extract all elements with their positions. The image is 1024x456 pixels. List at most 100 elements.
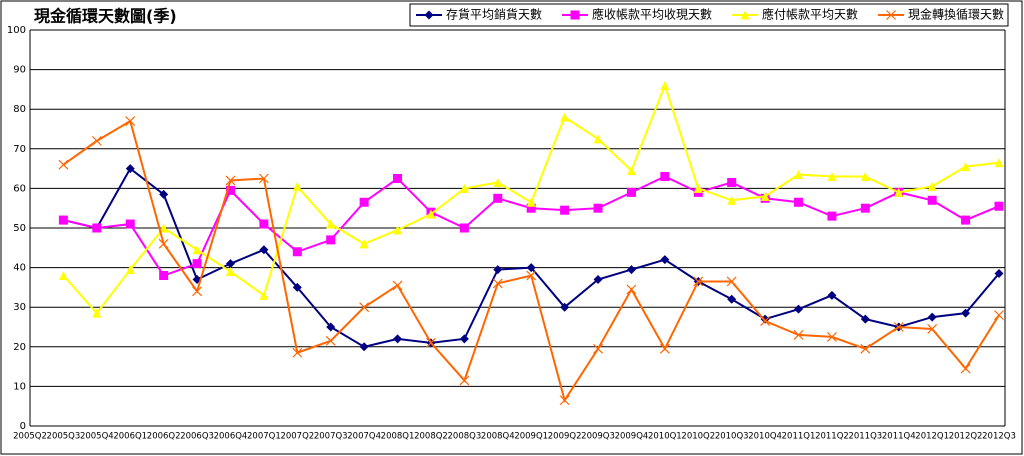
marker [259, 219, 269, 229]
legend-label: 應收帳款平均收現天數 [592, 7, 712, 22]
marker [860, 172, 870, 182]
legend-marker [570, 10, 580, 20]
marker [326, 322, 336, 332]
marker [827, 290, 837, 300]
marker [760, 191, 770, 201]
marker [526, 197, 536, 207]
marker [158, 238, 169, 249]
x-tick-label: 2011Q4 [882, 432, 916, 442]
marker [693, 276, 704, 287]
marker [660, 172, 670, 182]
x-tick-label: 2007Q4 [347, 432, 381, 442]
marker [91, 135, 102, 146]
marker [526, 263, 536, 273]
marker [393, 225, 403, 235]
marker [559, 395, 570, 406]
marker [424, 10, 434, 20]
x-tick-label: 2011Q3 [848, 432, 882, 442]
marker [961, 215, 971, 225]
y-tick-label: 50 [13, 223, 26, 234]
marker [459, 334, 469, 344]
x-tick-label: 2005Q2 [13, 432, 47, 442]
marker [626, 166, 636, 176]
marker [225, 259, 235, 269]
marker [860, 314, 870, 324]
marker [292, 347, 303, 358]
x-tick-label: 2009Q4 [615, 432, 649, 442]
x-tick-label: 2009Q3 [581, 432, 615, 442]
marker [526, 270, 537, 281]
x-tick-label: 2006Q2 [147, 432, 181, 442]
marker [827, 211, 837, 221]
x-tick-label: 2006Q4 [214, 432, 248, 442]
marker [159, 271, 169, 281]
marker [326, 235, 336, 245]
marker [927, 324, 938, 334]
x-tick-label: 2010Q2 [681, 432, 715, 442]
x-tick-label: 2006Q3 [180, 432, 214, 442]
legend-label: 現金轉換循環天數 [908, 7, 1004, 22]
marker [359, 197, 369, 207]
marker [927, 312, 937, 322]
marker [593, 203, 603, 213]
marker [259, 290, 269, 300]
x-tick-label: 2012Q3 [982, 432, 1016, 442]
marker [593, 274, 603, 284]
y-tick-label: 100 [7, 25, 26, 36]
marker [560, 302, 570, 312]
y-tick-label: 80 [13, 104, 26, 115]
marker [860, 203, 870, 213]
marker [225, 175, 236, 186]
x-tick-label: 2006Q1 [113, 432, 147, 442]
marker [727, 294, 737, 304]
marker [560, 112, 570, 122]
marker [159, 189, 169, 199]
legend-box [409, 3, 1009, 27]
marker [459, 183, 469, 193]
marker [493, 193, 503, 203]
marker [660, 80, 670, 90]
marker [58, 215, 68, 225]
x-tick-label: 2007Q3 [314, 432, 348, 442]
y-tick-label: 40 [13, 263, 26, 274]
marker [326, 219, 336, 229]
marker [392, 280, 403, 291]
marker [961, 308, 971, 318]
marker [393, 174, 403, 183]
marker [726, 276, 737, 287]
x-tick-label: 2009Q1 [514, 432, 548, 442]
marker [359, 239, 369, 249]
marker [58, 159, 69, 170]
marker [325, 335, 336, 346]
x-tick-label: 2011Q2 [815, 432, 849, 442]
marker [660, 255, 670, 265]
marker [760, 316, 771, 326]
marker [292, 247, 302, 257]
x-tick-label: 2005Q3 [47, 432, 81, 442]
legend-marker [886, 10, 896, 20]
marker [860, 343, 871, 354]
x-tick-label: 2008Q1 [381, 432, 415, 442]
marker [526, 203, 536, 213]
marker [659, 343, 670, 354]
marker [994, 269, 1004, 279]
marker [727, 177, 737, 187]
marker [359, 302, 370, 313]
marker [960, 363, 971, 374]
marker [459, 223, 469, 233]
marker [893, 322, 904, 332]
marker [426, 337, 436, 348]
x-tick-label: 2009Q2 [548, 432, 582, 442]
x-tick-label: 2010Q1 [648, 432, 682, 442]
x-tick-label: 2007Q2 [280, 432, 314, 442]
marker [92, 308, 102, 318]
marker [225, 185, 235, 195]
marker [125, 265, 135, 275]
legend-marker [424, 10, 434, 20]
marker [827, 172, 837, 182]
marker [994, 158, 1004, 168]
chart-title: 現金循環天數圖(季) [34, 7, 177, 26]
y-tick-label: 10 [13, 381, 26, 392]
marker [92, 223, 102, 233]
